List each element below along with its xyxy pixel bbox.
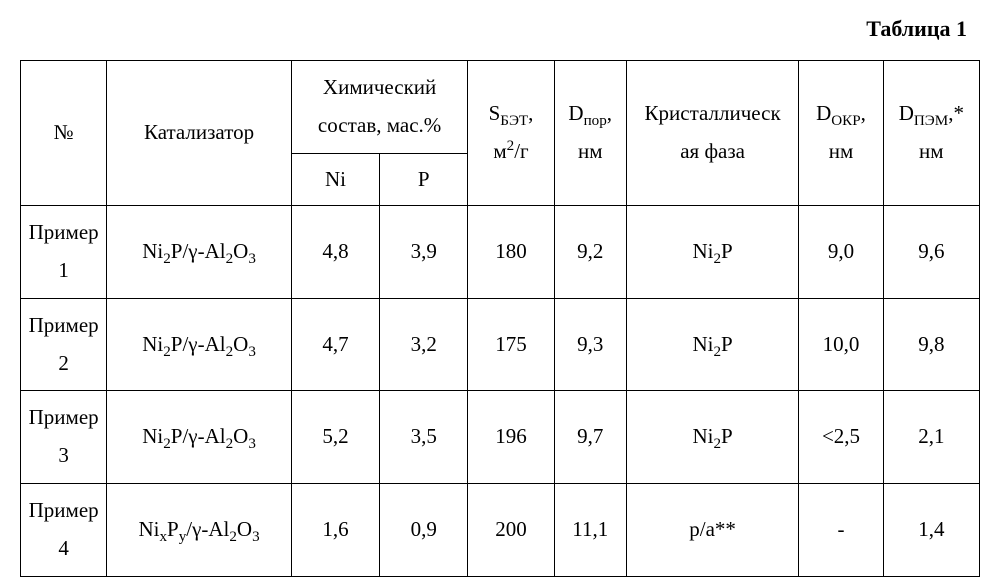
table-body: Пример1Ni2P/γ-Al2O34,83,91809,2Ni2P9,09,…: [21, 206, 980, 576]
th-p: P: [380, 153, 468, 206]
cell-phase: Ni2P: [626, 298, 799, 391]
data-table: № Катализатор Химический состав, мас.% S…: [20, 60, 980, 577]
th-phase: Кристаллическ ая фаза: [626, 61, 799, 206]
cell-catalyst: NixPy/γ-Al2O3: [107, 484, 292, 577]
th-chem-line1: Химический: [323, 75, 436, 99]
cell-dpem: 1,4: [883, 484, 979, 577]
cell-p: 0,9: [380, 484, 468, 577]
cell-dpem: 9,6: [883, 206, 979, 299]
table-row: Пример3Ni2P/γ-Al2O35,23,51969,7Ni2P<2,52…: [21, 391, 980, 484]
th-chem-line2: состав, мас.%: [318, 113, 441, 137]
cell-sbet: 196: [468, 391, 554, 484]
table-row: Пример1Ni2P/γ-Al2O34,83,91809,2Ni2P9,09,…: [21, 206, 980, 299]
cell-dokr: -: [799, 484, 883, 577]
cell-ni: 5,2: [291, 391, 379, 484]
table-head: № Катализатор Химический состав, мас.% S…: [21, 61, 980, 206]
cell-catalyst: Ni2P/γ-Al2O3: [107, 391, 292, 484]
cell-dpem: 9,8: [883, 298, 979, 391]
cell-p: 3,5: [380, 391, 468, 484]
cell-dpor: 9,3: [554, 298, 626, 391]
table-caption: Таблица 1: [20, 16, 967, 42]
th-ni: Ni: [291, 153, 379, 206]
cell-phase: Ni2P: [626, 206, 799, 299]
cell-p: 3,2: [380, 298, 468, 391]
cell-num: Пример4: [21, 484, 107, 577]
th-num: №: [21, 61, 107, 206]
th-sbet: SБЭТ, м2/г: [468, 61, 554, 206]
th-dokr: DОКР, нм: [799, 61, 883, 206]
cell-num: Пример1: [21, 206, 107, 299]
cell-dpor: 9,7: [554, 391, 626, 484]
table-row: Пример2Ni2P/γ-Al2O34,73,21759,3Ni2P10,09…: [21, 298, 980, 391]
cell-ni: 4,7: [291, 298, 379, 391]
cell-sbet: 180: [468, 206, 554, 299]
cell-phase: р/а**: [626, 484, 799, 577]
cell-sbet: 200: [468, 484, 554, 577]
cell-ni: 4,8: [291, 206, 379, 299]
cell-dpor: 9,2: [554, 206, 626, 299]
th-dpem: DПЭМ,* нм: [883, 61, 979, 206]
cell-catalyst: Ni2P/γ-Al2O3: [107, 298, 292, 391]
cell-dpem: 2,1: [883, 391, 979, 484]
cell-phase: Ni2P: [626, 391, 799, 484]
cell-p: 3,9: [380, 206, 468, 299]
th-chem-composition: Химический состав, мас.%: [291, 61, 468, 154]
cell-dpor: 11,1: [554, 484, 626, 577]
cell-dokr: 9,0: [799, 206, 883, 299]
th-dpor: Dпор, нм: [554, 61, 626, 206]
cell-sbet: 175: [468, 298, 554, 391]
table-row: Пример4NixPy/γ-Al2O31,60,920011,1р/а**-1…: [21, 484, 980, 577]
th-catalyst: Катализатор: [107, 61, 292, 206]
cell-ni: 1,6: [291, 484, 379, 577]
cell-num: Пример2: [21, 298, 107, 391]
cell-dokr: <2,5: [799, 391, 883, 484]
cell-dokr: 10,0: [799, 298, 883, 391]
cell-num: Пример3: [21, 391, 107, 484]
cell-catalyst: Ni2P/γ-Al2O3: [107, 206, 292, 299]
